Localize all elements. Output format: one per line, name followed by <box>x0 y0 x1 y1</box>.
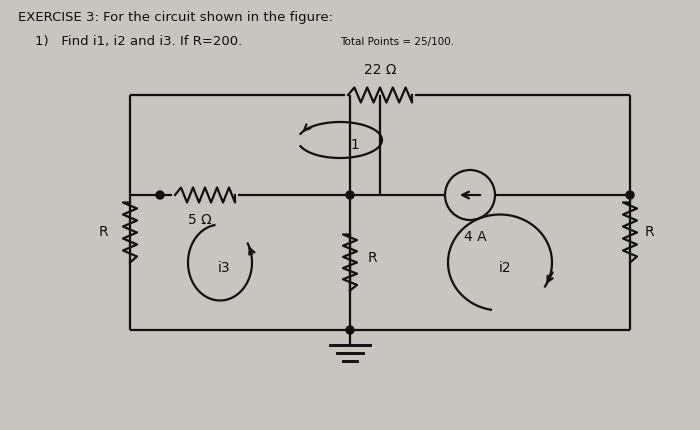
Text: 22 Ω: 22 Ω <box>364 63 396 77</box>
Text: 5 Ω: 5 Ω <box>188 213 212 227</box>
Text: 1)   Find i1, i2 and i3. If R=200.: 1) Find i1, i2 and i3. If R=200. <box>35 36 242 49</box>
Text: Total Points = 25/100.: Total Points = 25/100. <box>340 37 454 47</box>
Text: R: R <box>368 251 377 264</box>
Text: i1: i1 <box>348 138 360 152</box>
Circle shape <box>626 191 634 199</box>
Text: EXERCISE 3: For the circuit shown in the figure:: EXERCISE 3: For the circuit shown in the… <box>18 12 333 25</box>
Circle shape <box>346 191 354 199</box>
Circle shape <box>346 326 354 334</box>
Text: 4 A: 4 A <box>463 230 486 244</box>
Text: i2: i2 <box>498 261 511 274</box>
Text: R: R <box>645 225 654 240</box>
Text: i3: i3 <box>218 261 230 274</box>
Circle shape <box>156 191 164 199</box>
Text: R: R <box>99 225 108 240</box>
